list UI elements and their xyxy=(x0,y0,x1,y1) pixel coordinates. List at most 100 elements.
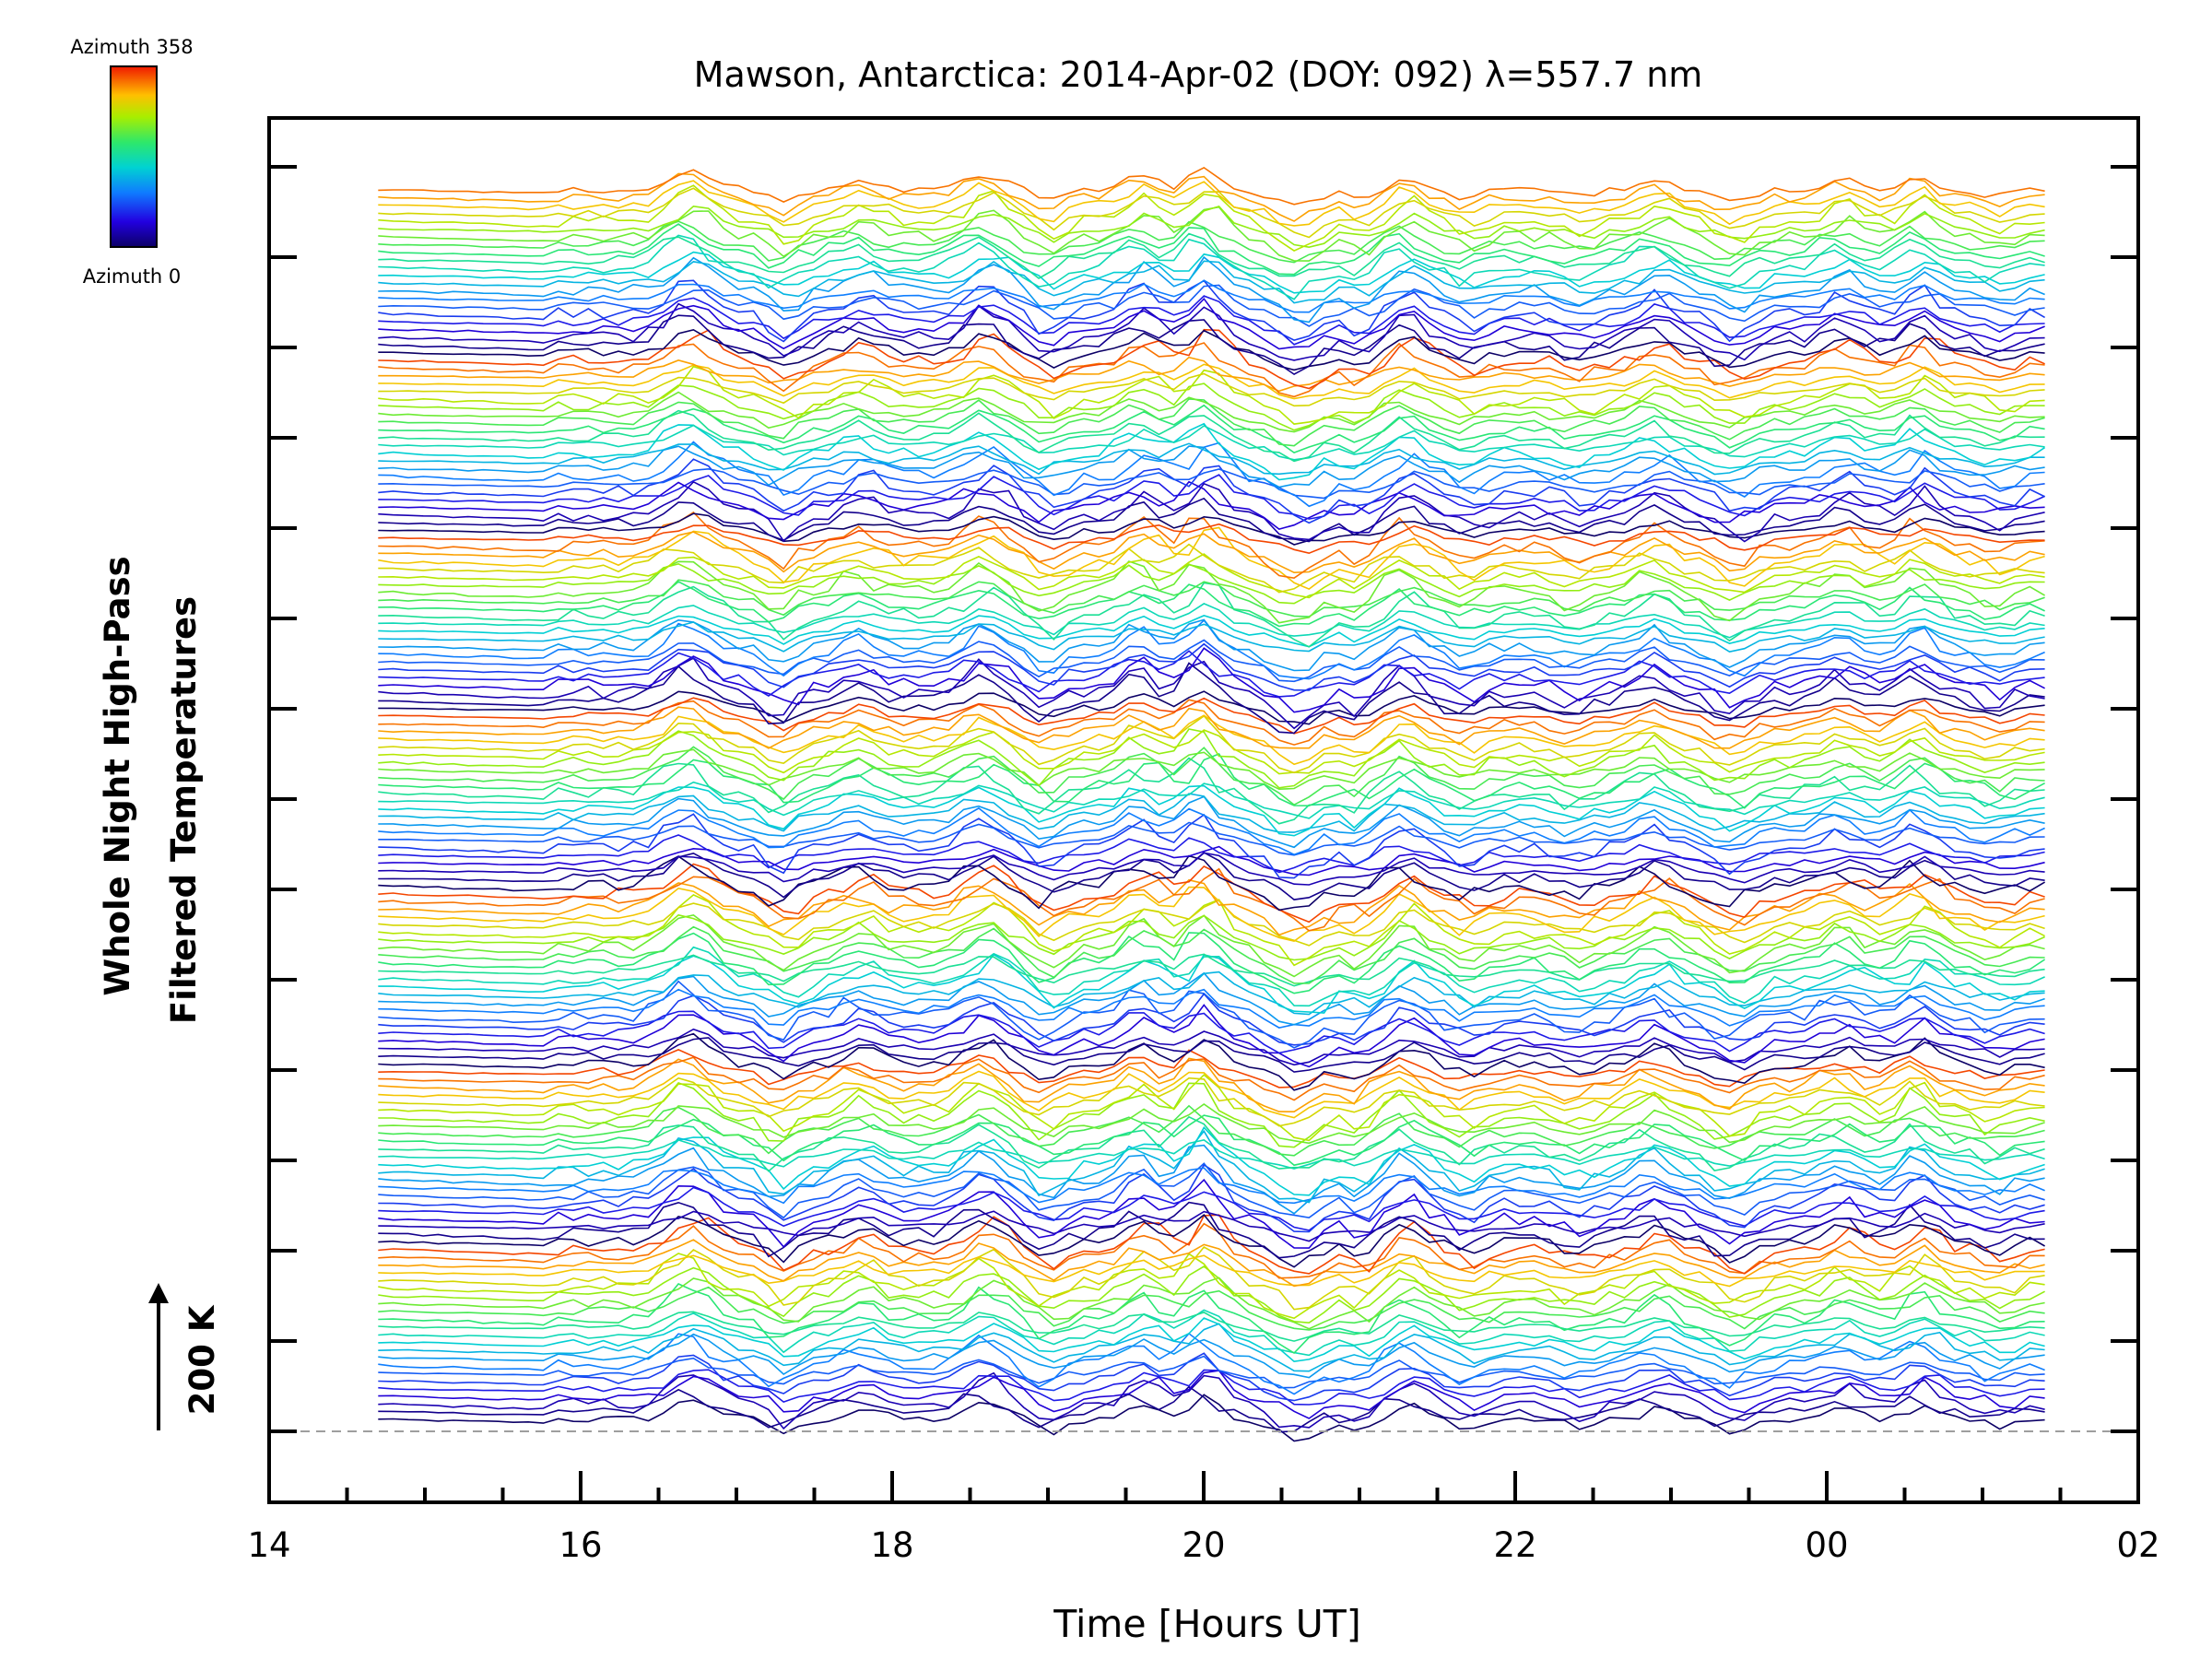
temperature-trace xyxy=(378,1213,2045,1268)
temperature-trace xyxy=(378,781,2045,819)
temperature-trace xyxy=(378,1114,2045,1167)
temperature-trace xyxy=(378,1239,2045,1288)
temperature-trace xyxy=(378,166,2045,206)
temperature-trace xyxy=(378,404,2045,453)
scale-bar-arrow-head xyxy=(148,1283,169,1303)
temperature-trace xyxy=(378,1394,2045,1442)
temperature-trace xyxy=(378,706,2045,749)
temperature-trace xyxy=(378,662,2045,735)
temperature-trace xyxy=(378,467,2045,500)
temperature-trace xyxy=(378,1352,2045,1402)
temperature-trace xyxy=(378,746,2045,806)
colorbar-top-label: Azimuth 358 xyxy=(70,36,193,58)
temperature-trace xyxy=(378,784,2045,837)
temperature-trace xyxy=(378,813,2045,879)
temperature-trace xyxy=(378,328,2045,371)
temperature-trace xyxy=(378,279,2045,313)
x-tick-label: 18 xyxy=(870,1525,913,1565)
temperature-trace xyxy=(378,314,2045,376)
temperature-trace xyxy=(378,579,2045,618)
x-tick-label: 00 xyxy=(1805,1525,1848,1565)
temperature-trace xyxy=(378,1385,2045,1433)
temperature-trace xyxy=(378,1163,2045,1233)
temperature-trace xyxy=(378,474,2045,520)
temperature-trace xyxy=(378,232,2045,279)
temperature-trace xyxy=(378,279,2045,343)
x-tick-labels: 14 16 18 20 22 00 02 xyxy=(247,1525,2159,1565)
y-axis-label-line1: Whole Night High-Pass xyxy=(98,556,137,995)
temperature-trace xyxy=(378,1162,2045,1219)
temperature-trace xyxy=(378,442,2045,476)
x-tick-label: 16 xyxy=(559,1525,602,1565)
temperature-trace xyxy=(378,795,2045,849)
colorbar-bottom-label: Azimuth 0 xyxy=(83,265,182,288)
temperature-trace xyxy=(378,1103,2045,1145)
temperature-trace xyxy=(378,650,2045,698)
temperature-trace xyxy=(378,255,2045,324)
temperature-trace xyxy=(378,1032,2045,1091)
temperature-trace xyxy=(378,988,2045,1029)
temperature-trace xyxy=(378,852,2045,900)
x-tick-label: 22 xyxy=(1493,1525,1536,1565)
temperature-trace xyxy=(378,398,2045,447)
temperature-trace xyxy=(378,1371,2045,1430)
plot-frame xyxy=(267,116,2140,1504)
temperature-trace xyxy=(378,953,2045,987)
temperature-trace xyxy=(378,497,2045,543)
temperature-trace xyxy=(378,295,2045,346)
temperature-trace xyxy=(378,699,2045,746)
x-tick-label: 20 xyxy=(1182,1525,1225,1565)
temperature-trace xyxy=(378,1253,2045,1320)
temperature-trace xyxy=(378,867,2045,932)
temperature-trace xyxy=(378,1222,2045,1279)
temperature-trace xyxy=(378,363,2045,400)
temperature-trace xyxy=(378,1028,2045,1066)
temperature-trace xyxy=(378,913,2045,978)
temperature-trace xyxy=(378,1245,2045,1311)
temperature-trace xyxy=(378,971,2045,1026)
temperature-trace xyxy=(378,284,2045,327)
temperature-trace xyxy=(378,793,2045,833)
temperature-trace xyxy=(378,297,2045,350)
temperature-trace xyxy=(378,980,2045,1049)
temperature-trace xyxy=(378,748,2045,791)
temperature-trace xyxy=(378,806,2045,856)
temperature-trace xyxy=(378,615,2045,648)
temperature-trace xyxy=(378,728,2045,789)
temperature-trace xyxy=(378,260,2045,304)
temperature-trace xyxy=(378,1167,2045,1205)
temperature-trace xyxy=(378,729,2045,775)
temperature-trace xyxy=(378,223,2045,276)
temperature-trace xyxy=(378,251,2045,294)
temperature-trace xyxy=(378,1309,2045,1357)
temperature-trace xyxy=(378,302,2045,361)
temperature-trace xyxy=(378,458,2045,524)
temperature-trace xyxy=(378,1037,2045,1073)
temperature-trace xyxy=(378,1265,2045,1324)
temperature-trace xyxy=(378,234,2045,300)
temperature-trace xyxy=(378,834,2045,874)
temperature-trace xyxy=(378,1210,2045,1242)
temperature-trace xyxy=(378,480,2045,543)
temperature-trace xyxy=(378,946,2045,1007)
temperature-trace xyxy=(378,424,2045,461)
temperature-trace xyxy=(378,1277,2045,1330)
temperature-trace xyxy=(378,480,2045,530)
temperature-trace xyxy=(378,621,2045,653)
temperature-trace xyxy=(378,1201,2045,1259)
temperature-trace xyxy=(378,1139,2045,1170)
temperature-trace xyxy=(378,899,2045,947)
temperature-trace xyxy=(378,1286,2045,1331)
temperature-trace xyxy=(378,372,2045,407)
temperature-trace xyxy=(378,1369,2045,1406)
x-tick-label: 02 xyxy=(2116,1525,2159,1565)
temperature-trace xyxy=(378,441,2045,508)
temperature-trace xyxy=(378,697,2045,735)
temperature-trace xyxy=(378,852,2045,886)
temperature-trace xyxy=(378,647,2045,713)
temperature-trace xyxy=(378,172,2045,222)
temperature-trace xyxy=(378,1323,2045,1372)
x-axis-label: Time [Hours UT] xyxy=(1053,1602,1361,1646)
temperature-trace xyxy=(378,342,2045,398)
